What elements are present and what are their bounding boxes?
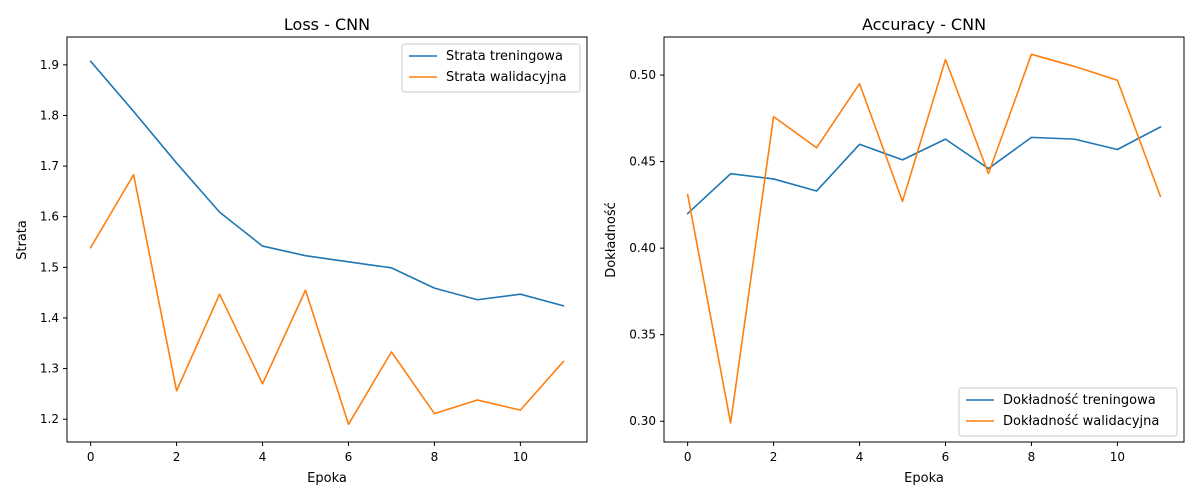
loss-ytick-label: 1.7 [40, 159, 59, 173]
loss-series-line-val [89, 173, 565, 426]
accuracy-xtick-label: 8 [1028, 450, 1036, 464]
accuracy-chart-plot-frame [663, 36, 1185, 443]
loss-legend-label-val: Strata walidacyjna [446, 70, 567, 85]
accuracy-chart-title: Accuracy - CNN [862, 15, 986, 34]
accuracy-xtick-label: 10 [1110, 450, 1125, 464]
accuracy-ytick-label: 0.35 [629, 328, 656, 342]
loss-legend-label-train: Strata treningowa [446, 49, 563, 64]
loss-legend-box [401, 43, 581, 93]
loss-ytick-label: 1.9 [40, 58, 59, 72]
loss-chart: Loss - CNN Epoka Strata 0 2 4 6 8 10 1.2 1.3 1.4… [15, 15, 588, 486]
loss-xtick-label: 0 [87, 450, 95, 464]
accuracy-ytick-label: 0.45 [629, 155, 656, 169]
accuracy-chart-series [686, 53, 1162, 424]
loss-chart-title: Loss - CNN [284, 15, 370, 34]
loss-xtick-label: 4 [259, 450, 267, 464]
loss-ytick-label: 1.3 [40, 362, 59, 376]
loss-chart-ticks: 0 2 4 6 8 10 1.2 1.3 1.4 1.5 1.6 1.7 1.8 1.9 [40, 58, 528, 464]
accuracy-xtick-label: 2 [770, 450, 778, 464]
accuracy-xtick-label: 4 [856, 450, 864, 464]
loss-ytick-label: 1.5 [40, 260, 59, 274]
accuracy-legend-label-train: Dokładność treningowa [1003, 393, 1156, 408]
loss-chart-xlabel: Epoka [307, 471, 347, 486]
accuracy-series-line-train [686, 125, 1162, 215]
accuracy-chart-ylabel: Dokładność [604, 202, 619, 278]
loss-chart-legend: Strata treningowa Strata walidacyjna [401, 43, 581, 93]
accuracy-chart-legend: Dokładność treningowa Dokładność walidac… [958, 387, 1178, 437]
loss-ytick-label: 1.2 [40, 412, 59, 426]
accuracy-chart: Accuracy - CNN Epoka Dokładność 0 2 4 6 8 100… [604, 15, 1185, 486]
accuracy-series-line-val [686, 53, 1162, 424]
accuracy-ytick-label: 0.40 [629, 241, 656, 255]
loss-xtick-label: 6 [345, 450, 353, 464]
loss-xtick-label: 8 [431, 450, 439, 464]
loss-series-line-train [89, 60, 565, 307]
accuracy-chart-xlabel: Epoka [904, 471, 944, 486]
loss-xtick-label: 2 [173, 450, 181, 464]
accuracy-ytick-label: 0.30 [629, 414, 656, 428]
loss-chart-plot-frame [66, 36, 588, 443]
accuracy-ytick-label: 0.50 [629, 68, 656, 82]
accuracy-legend-label-val: Dokładność walidacyjna [1003, 414, 1159, 429]
loss-ytick-label: 1.8 [40, 108, 59, 122]
accuracy-xtick-label: 0 [684, 450, 692, 464]
loss-ytick-label: 1.4 [40, 311, 59, 325]
accuracy-legend-box [958, 387, 1178, 437]
loss-ytick-label: 1.6 [40, 210, 59, 224]
accuracy-xtick-label: 6 [942, 450, 950, 464]
loss-chart-ylabel: Strata [15, 220, 30, 260]
loss-chart-series [89, 60, 565, 426]
loss-xtick-label: 10 [513, 450, 528, 464]
accuracy-chart-ticks: 0 2 4 6 8 10 0.30 0.35 0.40 0.45 0.50 [629, 68, 1125, 464]
